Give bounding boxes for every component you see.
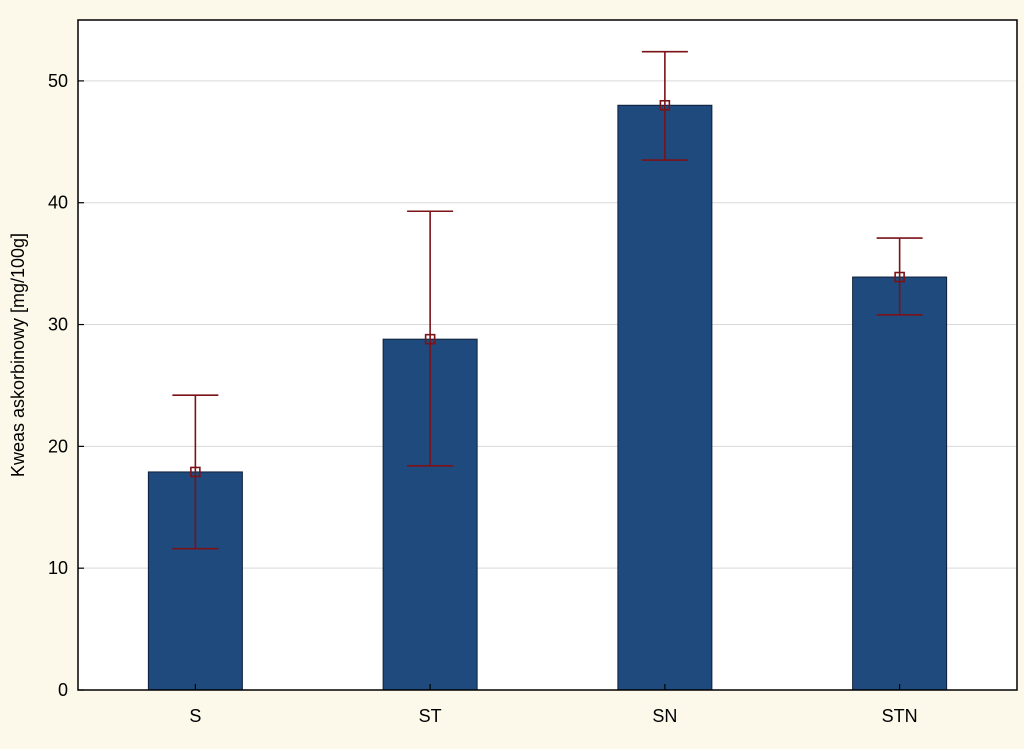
y-tick-label: 20: [48, 436, 68, 456]
mean-marker: [659, 99, 671, 111]
mean-marker: [894, 271, 905, 283]
x-tick-label: SN: [652, 706, 677, 726]
mean-marker: [190, 466, 201, 478]
x-tick-label: STN: [882, 706, 918, 726]
x-axis-ticks: S ST SN STN: [189, 684, 918, 726]
bar: [617, 104, 713, 691]
x-tick-label: ST: [419, 706, 442, 726]
x-tick-label: S: [189, 706, 201, 726]
error-bars: [172, 50, 923, 550]
mean-marker: [424, 333, 436, 345]
y-tick-label: 40: [48, 193, 68, 213]
y-tick-label: 50: [48, 71, 68, 91]
y-axis-ticks: 0 10 20 30 40 50: [48, 71, 84, 700]
y-axis-label: Kweas askorbinowy [mg/100g]: [8, 233, 28, 477]
bar: [852, 276, 948, 691]
plot-frame: [77, 19, 1018, 691]
y-tick-label: 30: [48, 315, 68, 335]
y-tick-label: 10: [48, 558, 68, 578]
y-tick-label: 0: [58, 680, 68, 700]
